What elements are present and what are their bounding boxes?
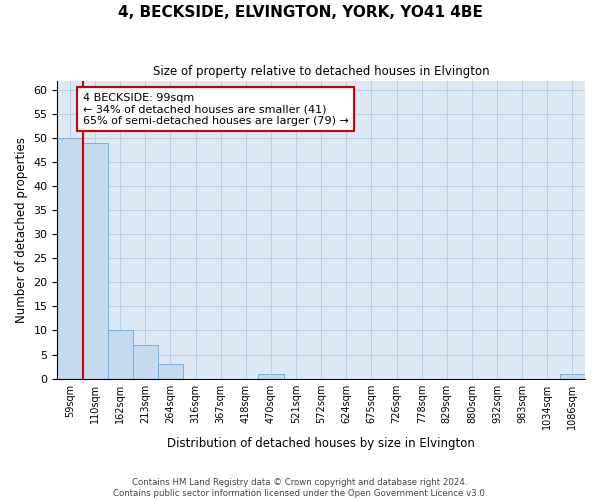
Bar <box>83 143 107 378</box>
Text: 4 BECKSIDE: 99sqm
← 34% of detached houses are smaller (41)
65% of semi-detached: 4 BECKSIDE: 99sqm ← 34% of detached hous… <box>83 92 349 126</box>
Y-axis label: Number of detached properties: Number of detached properties <box>15 136 28 322</box>
Bar <box>58 138 83 378</box>
X-axis label: Distribution of detached houses by size in Elvington: Distribution of detached houses by size … <box>167 437 475 450</box>
Bar <box>133 345 158 378</box>
Text: 4, BECKSIDE, ELVINGTON, YORK, YO41 4BE: 4, BECKSIDE, ELVINGTON, YORK, YO41 4BE <box>118 5 482 20</box>
Bar <box>158 364 183 378</box>
Bar <box>259 374 284 378</box>
Bar <box>560 374 585 378</box>
Bar <box>107 330 133 378</box>
Title: Size of property relative to detached houses in Elvington: Size of property relative to detached ho… <box>153 65 490 78</box>
Text: Contains HM Land Registry data © Crown copyright and database right 2024.
Contai: Contains HM Land Registry data © Crown c… <box>113 478 487 498</box>
